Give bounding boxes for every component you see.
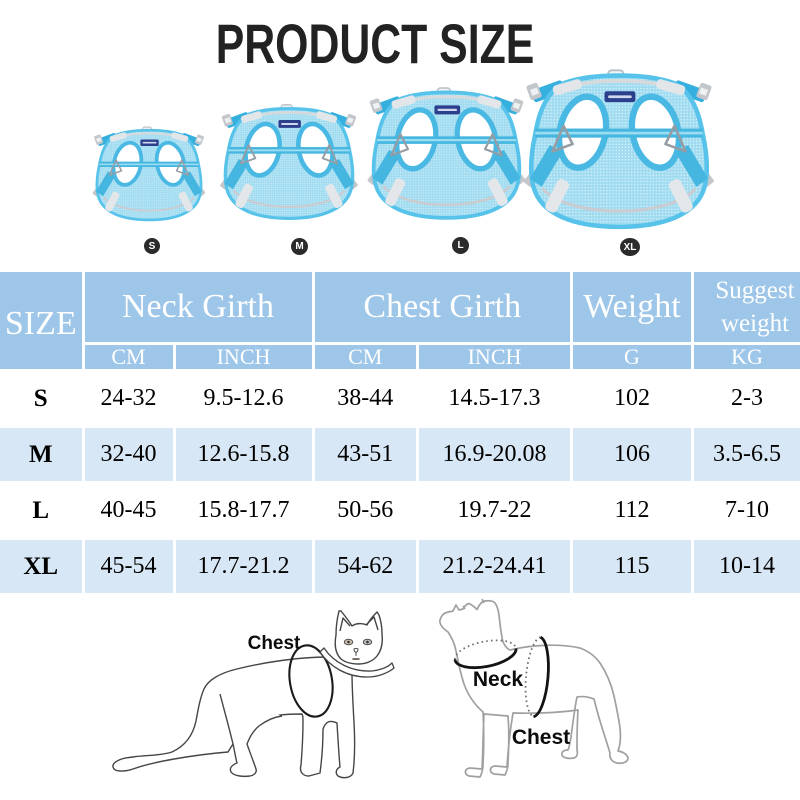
- svg-text:Neck: Neck: [473, 668, 524, 691]
- svg-text:Chest: Chest: [512, 726, 570, 749]
- svg-text:Chest: Chest: [248, 633, 301, 654]
